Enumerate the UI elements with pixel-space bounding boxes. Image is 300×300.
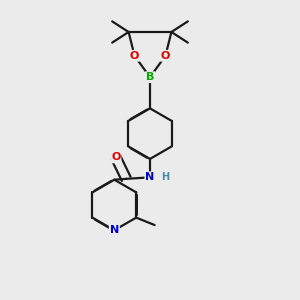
Text: B: B bbox=[146, 72, 154, 82]
Text: O: O bbox=[111, 152, 121, 162]
Text: O: O bbox=[161, 51, 170, 61]
Text: N: N bbox=[110, 225, 119, 235]
Text: O: O bbox=[130, 51, 139, 61]
Text: H: H bbox=[161, 172, 169, 182]
Text: N: N bbox=[146, 172, 154, 182]
